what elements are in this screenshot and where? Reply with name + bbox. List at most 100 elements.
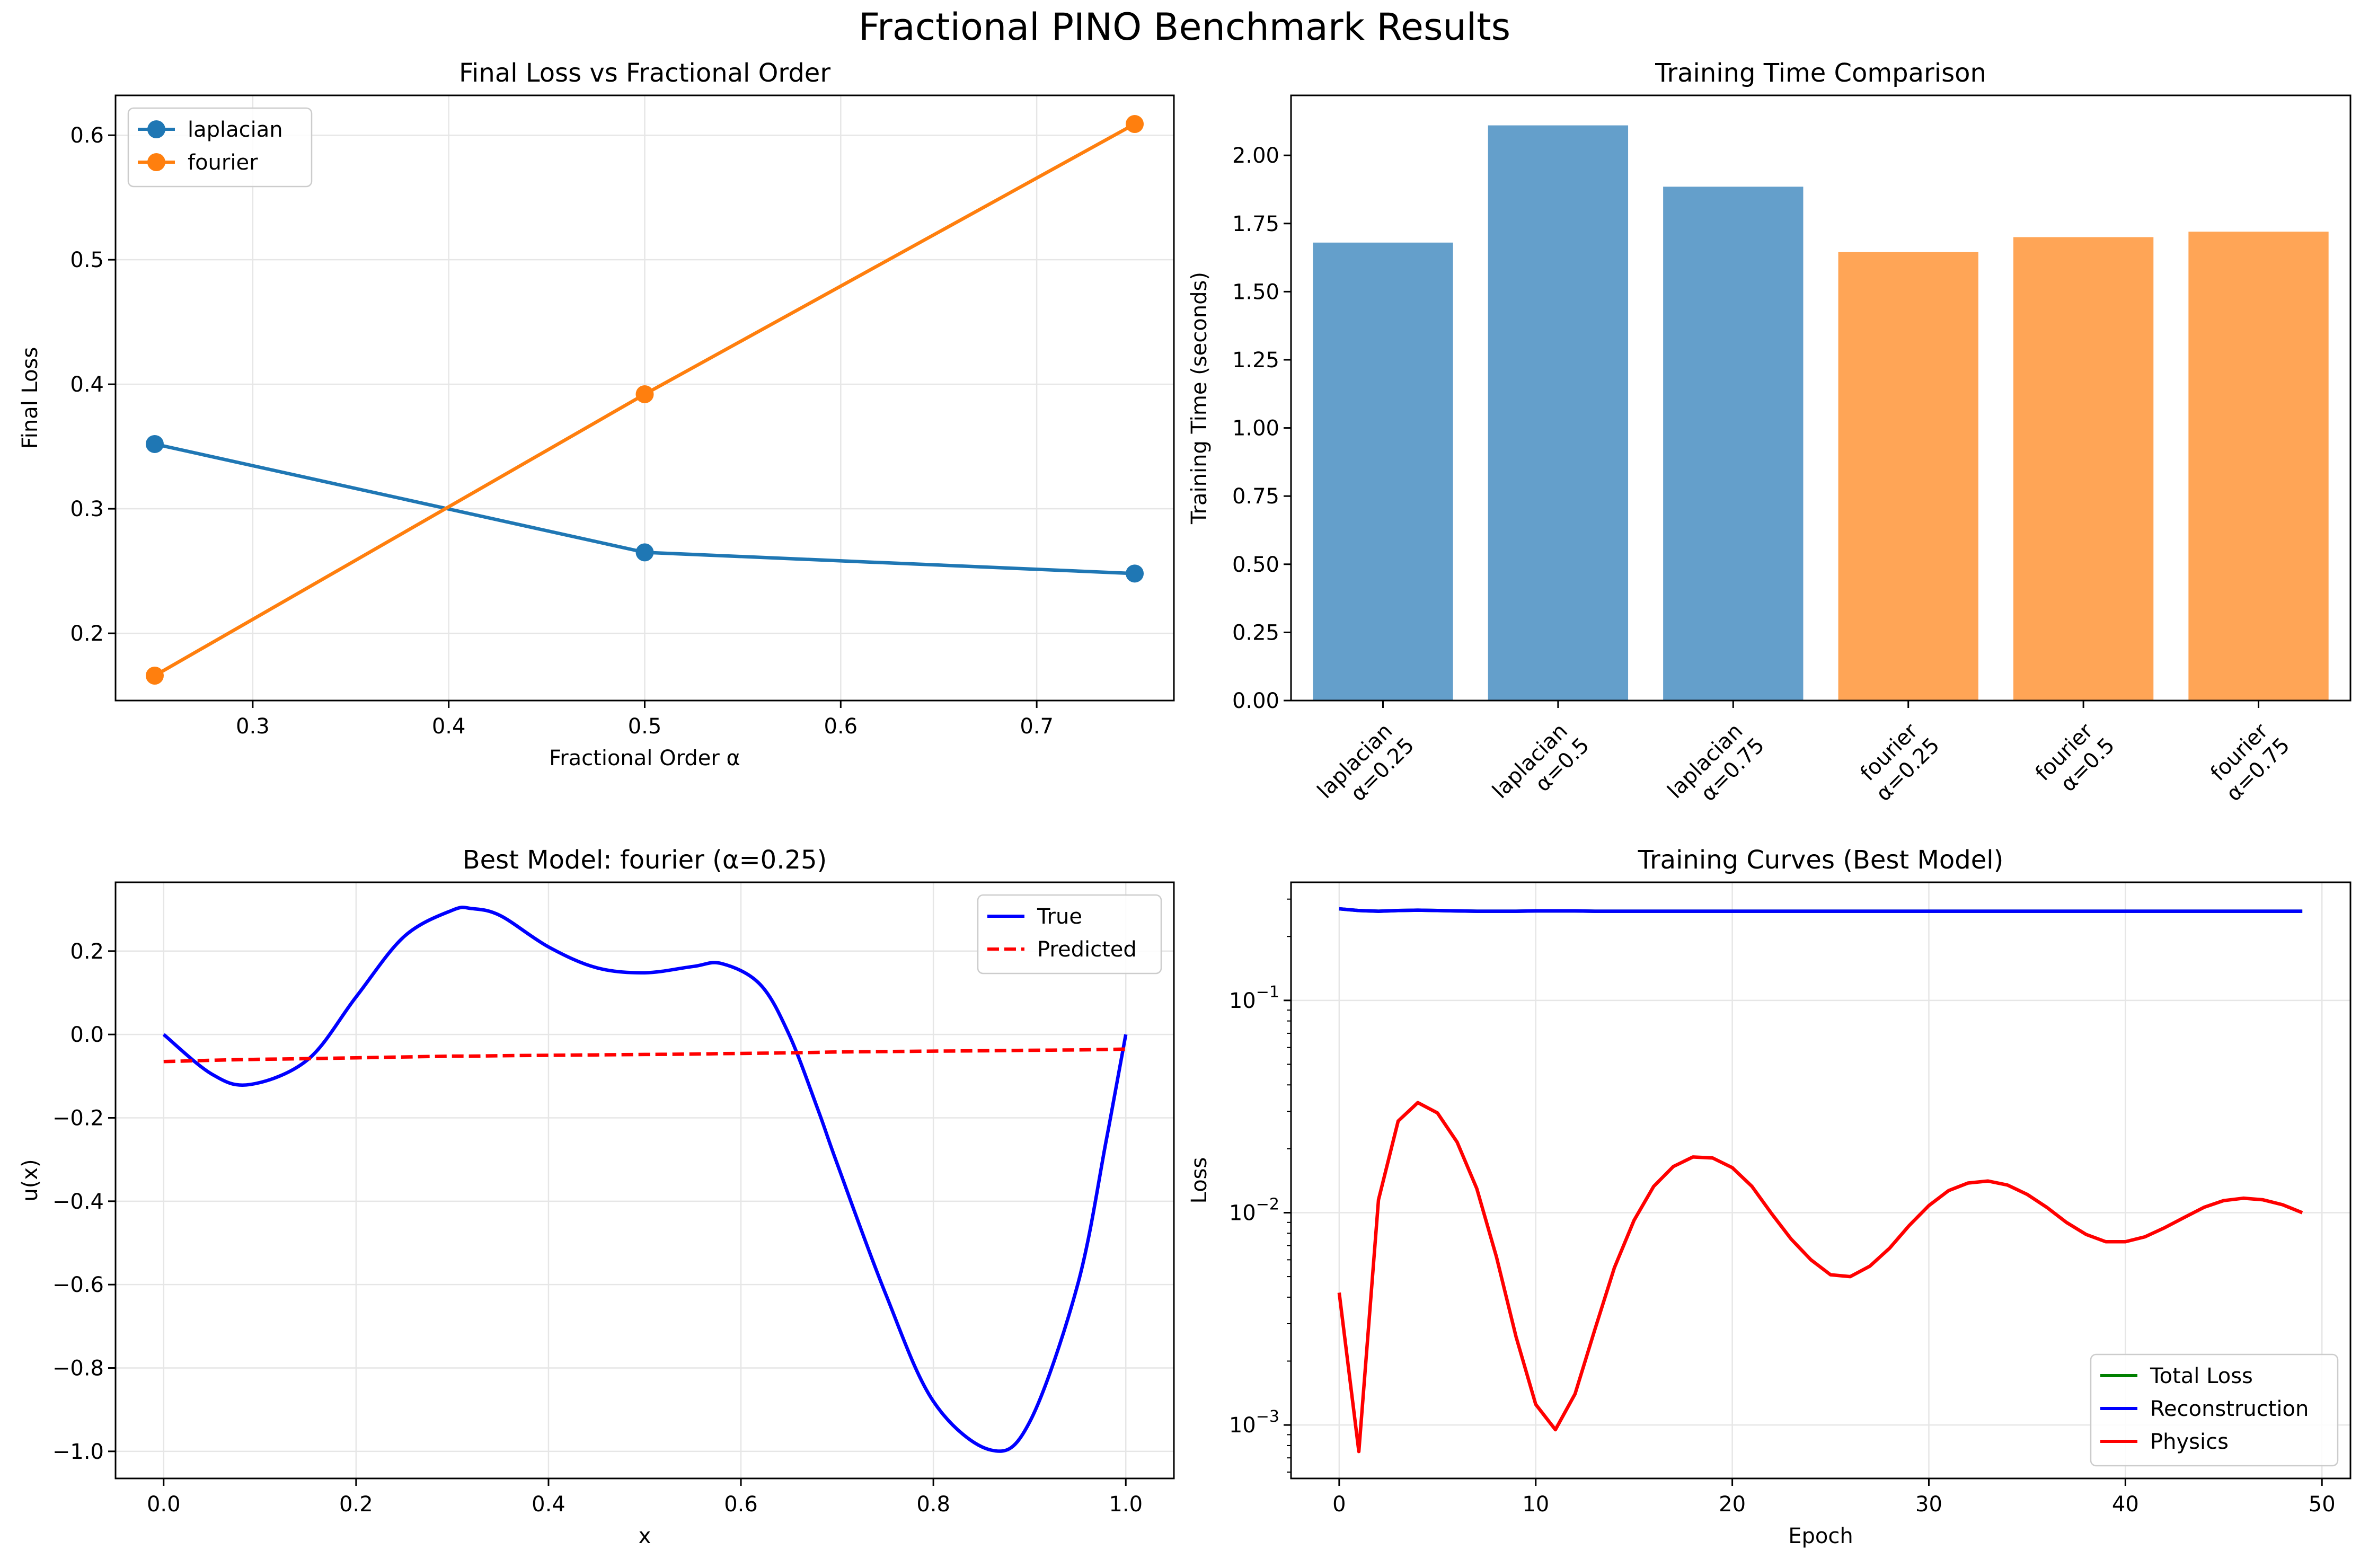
bar bbox=[1663, 187, 1804, 701]
legend: laplacian fourier bbox=[127, 107, 313, 188]
x-tick-label: fourierα=0.5 bbox=[2031, 715, 2119, 803]
figure-title: Fractional PINO Benchmark Results bbox=[858, 5, 1511, 49]
y-axis-label: Final Loss bbox=[18, 347, 42, 449]
x-axis-label: x bbox=[639, 1524, 651, 1548]
bar bbox=[2188, 232, 2329, 701]
series-line-true bbox=[162, 905, 1128, 1453]
data-point bbox=[635, 385, 654, 403]
x-tick-label: 0.8 bbox=[916, 1492, 950, 1517]
y-axis-label: Training Time (seconds) bbox=[1187, 272, 1212, 525]
x-tick-label: 0.6 bbox=[724, 1492, 758, 1517]
y-tick-label: 10−2 bbox=[1229, 1195, 1279, 1225]
legend-label: Physics bbox=[2150, 1430, 2229, 1454]
x-tick-label: fourierα=0.25 bbox=[1853, 715, 1944, 806]
axes-frame bbox=[114, 94, 1175, 702]
x-tick-label: 10 bbox=[1522, 1492, 1549, 1517]
legend: True Predicted bbox=[977, 894, 1162, 975]
y-tick-label: 0.50 bbox=[1232, 553, 1279, 577]
y-tick-exponent: −3 bbox=[1256, 1407, 1279, 1426]
x-tick-label: 0.6 bbox=[824, 714, 858, 739]
chart-training-curves: Training Curves (Best Model) 10 −3 10−2 10−1… bbox=[1187, 845, 2352, 1548]
bar bbox=[1838, 252, 1978, 701]
legend-label: True bbox=[1037, 905, 1082, 929]
x-tick-label: 0.2 bbox=[339, 1492, 373, 1517]
y-tick-label: 0.2 bbox=[70, 622, 104, 646]
y-tick-label: 0.6 bbox=[70, 123, 104, 148]
x-tick-label: laplacianα=0.75 bbox=[1663, 715, 1770, 821]
x-tick-label: 0.3 bbox=[236, 714, 270, 739]
x-tick-label: 40 bbox=[2112, 1492, 2139, 1517]
y-tick-exponent: −2 bbox=[1256, 1195, 1279, 1213]
axes-frame bbox=[1290, 881, 2352, 1480]
x-tick-label: 1.0 bbox=[1109, 1492, 1143, 1517]
legend: Total Loss Reconstruction Physics bbox=[2090, 1353, 2339, 1467]
y-tick-label: 0.75 bbox=[1232, 484, 1279, 509]
axes-frame bbox=[1290, 94, 2352, 702]
legend-label: Total Loss bbox=[2150, 1364, 2253, 1388]
data-point bbox=[1126, 564, 1144, 583]
axes-frame bbox=[114, 881, 1175, 1480]
series-line-reconstruction bbox=[1339, 907, 2303, 913]
chart-title: Training Curves (Best Model) bbox=[1638, 845, 2004, 875]
y-tick-label: 0.0 bbox=[70, 1023, 104, 1047]
bar bbox=[2013, 237, 2154, 701]
y-tick-label: 10−1 bbox=[1229, 983, 1279, 1013]
legend-label: Predicted bbox=[1037, 937, 1137, 962]
x-axis-label: Fractional Order α bbox=[549, 746, 740, 770]
y-tick-label: −0.2 bbox=[52, 1106, 104, 1130]
y-tick-label: −0.8 bbox=[52, 1357, 104, 1381]
y-tick-label: 0.00 bbox=[1232, 689, 1279, 713]
y-tick-label: 1.50 bbox=[1232, 280, 1279, 304]
y-tick-label: −1.0 bbox=[52, 1440, 104, 1464]
x-tick-label: 0.4 bbox=[532, 1492, 565, 1517]
y-tick-label: 0.4 bbox=[70, 373, 104, 397]
y-tick-exponent: −1 bbox=[1256, 983, 1279, 1002]
x-tick-label: 0.5 bbox=[628, 714, 662, 739]
chart-best-model: Best Model: fourier (α=0.25) −1.0 −0.8 −0.6… bbox=[18, 845, 1175, 1548]
bar bbox=[1488, 125, 1629, 701]
y-axis-label: u(x) bbox=[18, 1159, 42, 1201]
data-point bbox=[145, 667, 164, 685]
legend-label: laplacian bbox=[188, 118, 283, 142]
y-tick-label: 0.5 bbox=[70, 248, 104, 272]
chart-training-time: Training Time Comparison 0.00 0.25 0.50 0.75… bbox=[1187, 58, 2352, 821]
y-tick-label: 2.00 bbox=[1232, 144, 1279, 168]
y-tick-label: 1.25 bbox=[1232, 348, 1279, 373]
y-tick-label: 0.3 bbox=[70, 497, 104, 521]
legend-box bbox=[2090, 1353, 2339, 1467]
series-line-predicted bbox=[163, 1047, 1126, 1064]
x-tick-label: 0.0 bbox=[147, 1492, 181, 1517]
legend-swatch-marker bbox=[147, 153, 165, 171]
data-point bbox=[1126, 115, 1144, 134]
data-point bbox=[635, 543, 654, 562]
x-tick-label: laplacianα=0.5 bbox=[1488, 715, 1594, 821]
chart-title: Best Model: fourier (α=0.25) bbox=[463, 845, 827, 875]
y-tick-label: 0.25 bbox=[1232, 621, 1279, 645]
y-tick-label: 0.2 bbox=[70, 940, 104, 964]
x-tick-label: 0.4 bbox=[432, 714, 466, 739]
bar bbox=[1313, 242, 1453, 701]
x-tick-label: fourierα=0.75 bbox=[2204, 715, 2295, 806]
legend-swatch-marker bbox=[147, 120, 165, 138]
legend-label: fourier bbox=[188, 150, 258, 175]
series-line-physics bbox=[1337, 1101, 2303, 1454]
x-tick-label: laplacianα=0.25 bbox=[1313, 715, 1419, 821]
x-tick-label: 0 bbox=[1332, 1492, 1346, 1517]
chart-loss-vs-alpha: Final Loss vs Fractional Order 0.2 0.3 0.4 0… bbox=[18, 58, 1175, 770]
y-tick-label: −0.4 bbox=[52, 1190, 104, 1214]
chart-title: Training Time Comparison bbox=[1655, 58, 1986, 88]
x-tick-label: 30 bbox=[1915, 1492, 1942, 1517]
x-axis-label: Epoch bbox=[1788, 1524, 1853, 1548]
y-tick-label: 1.00 bbox=[1232, 417, 1279, 441]
y-tick-label: 1.75 bbox=[1232, 212, 1279, 236]
legend-label: Reconstruction bbox=[2150, 1397, 2309, 1421]
x-tick-label: 0.7 bbox=[1020, 714, 1054, 739]
x-tick-label: 50 bbox=[2309, 1492, 2336, 1517]
data-point bbox=[145, 435, 164, 453]
y-tick-label: −0.6 bbox=[52, 1273, 104, 1297]
y-axis-label: Loss bbox=[1187, 1157, 1212, 1204]
chart-title: Final Loss vs Fractional Order bbox=[459, 58, 830, 88]
x-tick-label: 20 bbox=[1719, 1492, 1746, 1517]
